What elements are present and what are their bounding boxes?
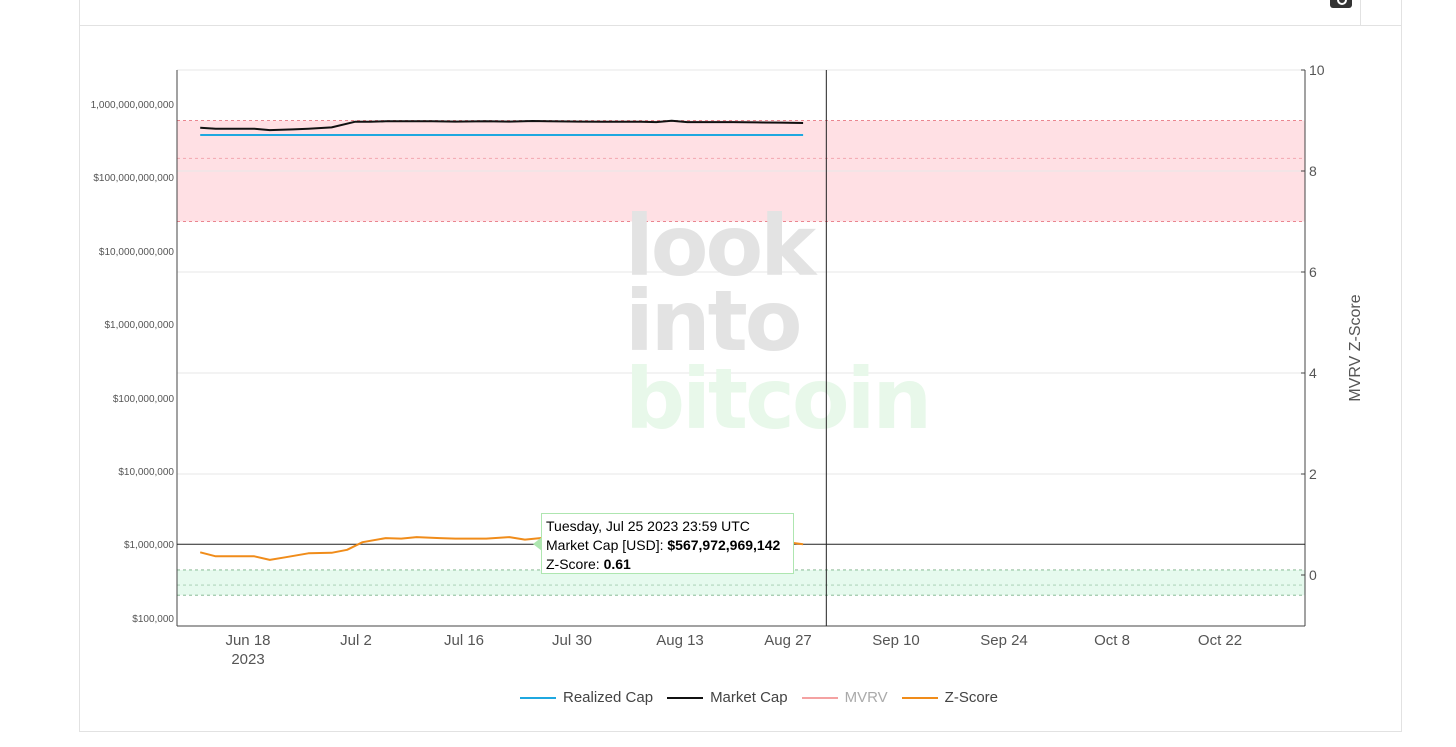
legend-label: MVRV bbox=[844, 689, 888, 706]
y-left-tick-label: $10,000,000 bbox=[118, 467, 174, 478]
y-right-tick-label: 8 bbox=[1309, 163, 1317, 179]
y-right-axis-title: MVRV Z-Score bbox=[1347, 294, 1364, 401]
watermark-line-1: look bbox=[625, 197, 818, 295]
series-line-market-cap bbox=[200, 119, 804, 132]
hover-tooltip: Tuesday, Jul 25 2023 23:59 UTC Market Ca… bbox=[541, 513, 794, 574]
top-panel-divider bbox=[1360, 0, 1361, 26]
watermark-line-3: bitcoin bbox=[625, 350, 929, 448]
x-tick-label: Aug 13 bbox=[656, 632, 704, 649]
y-left-tick-label: $100,000,000 bbox=[113, 394, 175, 405]
x-tick-label: Jul 2 bbox=[340, 632, 372, 649]
chart-panel bbox=[79, 26, 1402, 732]
legend-swatch bbox=[667, 696, 704, 699]
y-left-tick-label: $1,000,000,000 bbox=[104, 320, 174, 331]
top-panel-frame bbox=[79, 0, 1402, 26]
legend-swatch bbox=[520, 696, 556, 699]
y-left-tick-label: $100,000 bbox=[132, 614, 174, 625]
tooltip-date: Tuesday, Jul 25 2023 23:59 UTC bbox=[546, 518, 750, 534]
gridlines bbox=[177, 69, 1305, 475]
tooltip-market-cap: Market Cap [USD]: $567,972,969,142 bbox=[546, 536, 789, 555]
tooltip-market-cap-value: $567,972,969,142 bbox=[667, 537, 781, 553]
x-tick-label: Oct 22 bbox=[1198, 632, 1242, 649]
x-tick-label: Aug 27 bbox=[764, 632, 812, 649]
y-right-tick-label: 6 bbox=[1309, 264, 1317, 280]
watermark-line-2: into bbox=[625, 272, 800, 370]
top-right-button[interactable] bbox=[1330, 0, 1352, 8]
x-tick-label: Jul 30 bbox=[552, 632, 592, 649]
x-tick-label: Jul 16 bbox=[444, 632, 484, 649]
y-left-tick-label: $10,000,000,000 bbox=[99, 247, 175, 258]
tooltip-zscore-label: Z-Score: bbox=[546, 556, 600, 572]
y-right-ticks: 10 8 6 4 2 0 bbox=[1301, 62, 1325, 583]
y-left-ticks: 1,000,000,000,000 $100,000,000,000 $10,000… bbox=[91, 100, 175, 625]
tooltip-arrow bbox=[533, 537, 542, 551]
y-left-tick-label: 1,000,000,000,000 bbox=[91, 100, 175, 111]
legend-item-realized-cap[interactable]: Realized Cap bbox=[520, 689, 653, 706]
y-right-tick-label: 4 bbox=[1309, 365, 1317, 381]
legend-item-z-score[interactable]: Z-Score bbox=[901, 689, 999, 706]
y-right-tick-label: 0 bbox=[1309, 567, 1317, 583]
legend-label: Market Cap bbox=[710, 689, 788, 706]
x-tick-label: Sep 10 bbox=[872, 632, 920, 649]
y-right-tick-label: 2 bbox=[1309, 466, 1317, 482]
legend-swatch bbox=[801, 696, 838, 699]
legend-label: Realized Cap bbox=[563, 689, 654, 706]
x-ticks: Jun 18 2023 Jul 2 Jul 16 Jul 30 Aug 13 Aug 27 S… bbox=[225, 632, 1242, 668]
legend-swatch bbox=[901, 696, 938, 699]
chart-legend: Realized Cap Market Cap MVRV Z-Score bbox=[520, 689, 998, 706]
x-tick-label: Jun 18 bbox=[225, 632, 270, 649]
x-tick-sublabel: 2023 bbox=[231, 651, 264, 668]
x-tick-label: Sep 24 bbox=[980, 632, 1028, 649]
watermark: look into bitcoin bbox=[625, 197, 932, 448]
y-right-tick-label: 10 bbox=[1309, 62, 1325, 78]
band-undervalued bbox=[177, 569, 1305, 596]
y-left-tick-label: $100,000,000,000 bbox=[93, 173, 174, 184]
tooltip-zscore-value: 0.61 bbox=[603, 556, 631, 572]
legend-item-market-cap[interactable]: Market Cap bbox=[667, 689, 788, 706]
x-tick-label: Oct 8 bbox=[1094, 632, 1130, 649]
tooltip-zscore: Z-Score: 0.61 bbox=[546, 555, 789, 574]
y-left-tick-label: $1,000,000 bbox=[124, 540, 174, 551]
legend-item-mvrv[interactable]: MVRV bbox=[801, 689, 888, 706]
legend-label: Z-Score bbox=[944, 689, 999, 706]
camera-icon bbox=[1337, 0, 1347, 5]
tooltip-market-cap-label: Market Cap [USD]: bbox=[546, 537, 664, 553]
